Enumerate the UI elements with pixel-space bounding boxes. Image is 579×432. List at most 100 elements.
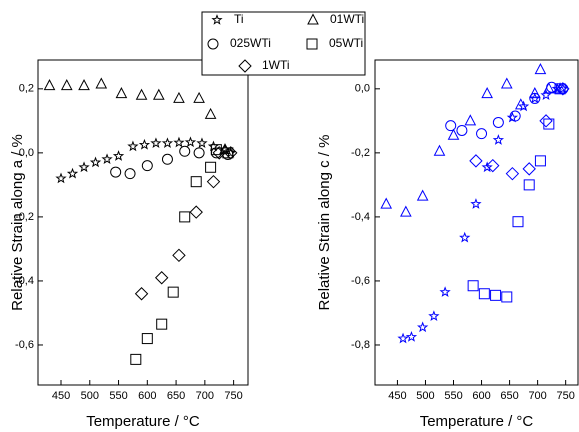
legend-marker bbox=[238, 59, 252, 73]
data-point bbox=[134, 287, 149, 301]
data-point bbox=[95, 77, 108, 89]
data-point bbox=[101, 153, 113, 165]
data-point bbox=[470, 198, 482, 209]
data-point bbox=[523, 179, 535, 191]
data-point bbox=[456, 124, 468, 136]
data-point bbox=[556, 82, 570, 96]
data-point bbox=[130, 353, 142, 365]
data-point bbox=[534, 63, 547, 75]
data-point bbox=[492, 116, 504, 128]
data-point bbox=[505, 166, 520, 181]
data-point bbox=[66, 167, 79, 179]
y-tick-label: -0,2 bbox=[351, 147, 370, 159]
data-point bbox=[540, 89, 552, 101]
data-point bbox=[481, 87, 493, 99]
data-point bbox=[173, 91, 185, 103]
data-point bbox=[546, 81, 558, 93]
data-point bbox=[204, 107, 217, 119]
data-point bbox=[464, 114, 477, 126]
x-tick-label: 650 bbox=[500, 390, 518, 402]
y-tick-label: -0,8 bbox=[351, 339, 370, 351]
data-point bbox=[78, 79, 90, 91]
x-tick-label: 550 bbox=[444, 390, 462, 402]
data-point bbox=[196, 137, 208, 149]
plot-frame bbox=[37, 59, 249, 386]
data-point bbox=[154, 271, 169, 285]
data-point bbox=[500, 77, 513, 89]
x-axis-label: Temperature / °C bbox=[86, 413, 200, 430]
x-tick-label: 500 bbox=[81, 390, 99, 402]
data-point bbox=[193, 147, 205, 159]
data-point bbox=[115, 87, 128, 99]
data-point bbox=[439, 286, 451, 297]
data-point bbox=[141, 160, 153, 172]
data-point bbox=[380, 197, 393, 209]
data-point bbox=[135, 88, 148, 100]
data-point bbox=[554, 83, 566, 95]
x-tick-label: 650 bbox=[167, 390, 185, 402]
y-tick-label: 0,0 bbox=[355, 83, 370, 95]
data-point bbox=[557, 82, 569, 94]
y-tick-label: 0,0 bbox=[19, 147, 34, 159]
legend-label: 05WTi bbox=[329, 36, 363, 50]
data-point bbox=[476, 128, 488, 140]
y-tick-label: -0,6 bbox=[15, 339, 34, 351]
data-point bbox=[127, 140, 139, 152]
data-point bbox=[224, 146, 238, 160]
data-point bbox=[89, 156, 102, 168]
data-point bbox=[478, 288, 490, 300]
x-tick-label: 450 bbox=[52, 390, 70, 402]
x-tick-label: 700 bbox=[528, 390, 546, 402]
legend-box bbox=[201, 11, 366, 76]
data-point bbox=[60, 79, 73, 91]
legend-marker bbox=[207, 38, 219, 50]
data-point bbox=[150, 137, 162, 149]
legend-label: 1WTi bbox=[262, 58, 290, 72]
data-point bbox=[481, 161, 493, 173]
y-axis-label: Relative Strain along c / % bbox=[316, 135, 333, 311]
y-tick-label: -0,2 bbox=[15, 211, 34, 223]
data-point bbox=[78, 161, 90, 173]
x-tick-label: 450 bbox=[388, 390, 406, 402]
y-tick-label: -0,4 bbox=[15, 275, 34, 287]
x-axis-label: Temperature / °C bbox=[420, 413, 534, 430]
data-point bbox=[417, 321, 429, 333]
legend-marker bbox=[306, 38, 318, 50]
data-point bbox=[179, 211, 191, 223]
data-point bbox=[152, 88, 165, 100]
data-point bbox=[467, 280, 479, 292]
data-point bbox=[522, 162, 536, 176]
data-point bbox=[179, 145, 191, 157]
data-point bbox=[189, 205, 203, 219]
y-tick-label: 0,2 bbox=[19, 83, 34, 95]
y-tick-label: -0,6 bbox=[351, 275, 370, 287]
data-point bbox=[514, 98, 527, 110]
data-point bbox=[212, 146, 226, 160]
data-point bbox=[222, 147, 234, 159]
data-point bbox=[161, 137, 174, 149]
legend-marker bbox=[307, 13, 319, 25]
data-point bbox=[512, 216, 524, 228]
y-axis-label: Relative Strain along a / % bbox=[9, 134, 26, 311]
data-point bbox=[161, 153, 173, 165]
data-point bbox=[416, 189, 429, 201]
data-point bbox=[529, 92, 541, 104]
data-point bbox=[138, 138, 151, 150]
data-point bbox=[167, 286, 179, 298]
data-point bbox=[490, 289, 502, 301]
data-point bbox=[225, 146, 237, 158]
x-tick-label: 700 bbox=[196, 390, 214, 402]
data-point bbox=[539, 114, 553, 128]
data-point bbox=[205, 161, 217, 173]
data-point bbox=[509, 110, 521, 122]
data-point bbox=[397, 332, 409, 344]
data-point bbox=[190, 176, 202, 188]
data-point bbox=[193, 91, 205, 103]
data-point bbox=[43, 79, 56, 91]
x-tick-label: 750 bbox=[224, 390, 242, 402]
data-point bbox=[469, 154, 483, 168]
data-point bbox=[428, 310, 440, 321]
data-point bbox=[529, 92, 541, 104]
legend-label: 01WTi bbox=[330, 12, 364, 26]
data-point bbox=[534, 155, 546, 167]
